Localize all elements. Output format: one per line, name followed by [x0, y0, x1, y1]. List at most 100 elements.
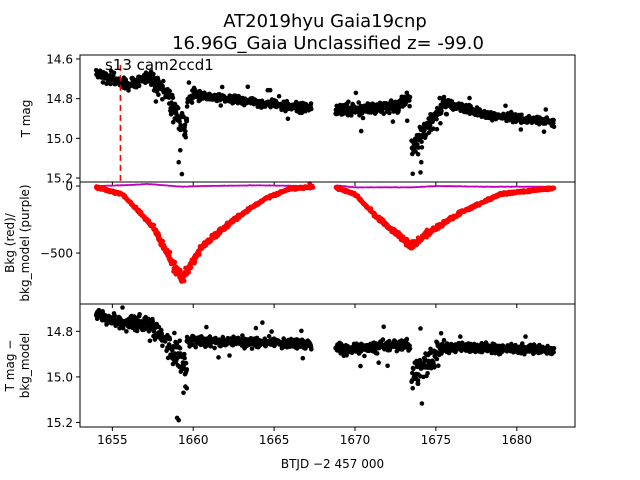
mag-point — [438, 121, 443, 126]
data-points-bottom — [93, 305, 557, 423]
mag-point — [161, 78, 166, 84]
mag-point — [276, 93, 282, 99]
bkg-point — [167, 249, 173, 255]
panel-middle: 0 −500 Bkg (red)/bkg_model (purple) — [3, 180, 576, 308]
axes-frame-bottom — [79, 303, 576, 428]
x-tick-label: 1665 — [259, 433, 290, 447]
mag-point — [182, 132, 188, 137]
mag-point — [551, 117, 556, 123]
mag-point — [182, 351, 187, 357]
y-tick-label: 15.0 — [46, 370, 73, 384]
axes-frame-middle — [79, 181, 576, 305]
mag-point — [167, 88, 172, 94]
bkg-point — [188, 264, 194, 270]
y-axis-label-middle: Bkg (red)/ — [3, 212, 17, 273]
panel-bottom: 14.8 15.0 15.2 1655 1660 1665 1670 1675 1680 T ma… — [3, 303, 576, 471]
y-axis-label-bottom: bkg_model — [18, 333, 32, 399]
mag-point — [422, 356, 428, 362]
x-tick-label: 1660 — [178, 433, 209, 447]
mag-point — [172, 330, 177, 336]
bkg-point — [551, 185, 557, 191]
mag-point — [136, 83, 142, 89]
y-tick-label: 14.6 — [46, 52, 73, 66]
mag-point — [249, 346, 255, 351]
mag-point — [204, 324, 209, 330]
x-tick-label: 1675 — [421, 433, 452, 447]
mag-point — [178, 148, 183, 153]
mag-point — [308, 101, 314, 106]
mag-point — [170, 348, 175, 353]
bkg-point — [172, 259, 178, 265]
y-axis-label-middle: bkg_model (purple) — [18, 184, 32, 301]
mag-point — [160, 343, 165, 349]
mag-point — [266, 334, 272, 339]
mag-point — [181, 390, 186, 396]
mag-point — [418, 326, 423, 331]
mag-point — [147, 338, 153, 344]
mag-point — [150, 319, 156, 324]
sector-annotation: s13 cam2ccd1 — [105, 56, 214, 74]
mag-point — [387, 110, 392, 116]
y-tick-label: −500 — [40, 247, 73, 261]
mag-point — [120, 325, 126, 331]
mag-point — [441, 94, 447, 100]
mag-point — [468, 341, 474, 347]
x-axis-label: BTJD −2 457 000 — [281, 457, 384, 471]
mag-point — [184, 386, 190, 391]
mag-point — [551, 350, 556, 355]
mag-point — [112, 313, 117, 319]
mag-point — [503, 103, 508, 109]
mag-point — [417, 357, 423, 363]
mag-point — [407, 346, 413, 351]
y-axis-label-bottom: T mag − — [3, 340, 17, 393]
mag-point — [346, 99, 351, 105]
bkg-point — [197, 252, 202, 257]
mag-point — [309, 347, 314, 352]
mag-point — [167, 337, 173, 342]
mag-point — [415, 381, 421, 387]
mag-point — [432, 365, 437, 370]
bkg-point — [181, 278, 187, 284]
mag-point — [344, 353, 349, 358]
mag-point — [193, 344, 198, 350]
chart-title-line1: AT2019hyu Gaia19cnp — [223, 11, 427, 32]
mag-point — [219, 84, 225, 90]
mag-point — [177, 346, 183, 351]
mag-point — [458, 334, 463, 339]
mag-point — [260, 320, 265, 325]
mag-point — [212, 345, 217, 351]
mag-point — [385, 363, 390, 369]
mag-point — [418, 170, 423, 175]
mag-point — [176, 417, 181, 423]
x-tick-label: 1670 — [340, 433, 371, 447]
mag-point — [100, 80, 106, 85]
mag-point — [444, 111, 450, 117]
mag-point — [104, 321, 110, 326]
mag-point — [410, 171, 416, 177]
y-tick-label: 14.8 — [46, 92, 73, 106]
mag-point — [267, 87, 273, 93]
mag-point — [376, 360, 382, 366]
mag-point — [425, 371, 430, 376]
y-tick-label: 15.2 — [46, 172, 73, 186]
mag-point — [431, 126, 436, 131]
mag-point — [410, 385, 416, 391]
mag-point — [126, 88, 131, 93]
mag-point — [416, 145, 421, 150]
mag-point — [523, 334, 528, 339]
mag-point — [358, 128, 364, 134]
data-points-top — [93, 68, 557, 177]
mag-point — [410, 370, 415, 376]
mag-point — [439, 108, 444, 114]
mag-point — [245, 84, 251, 90]
mag-point — [356, 100, 362, 105]
mag-point — [419, 145, 425, 150]
mag-point — [170, 95, 176, 101]
mag-point — [543, 107, 549, 112]
mag-point — [309, 106, 314, 112]
mag-point — [117, 326, 122, 331]
mag-point — [208, 344, 213, 349]
mag-point — [404, 336, 410, 342]
mag-point — [362, 353, 367, 359]
